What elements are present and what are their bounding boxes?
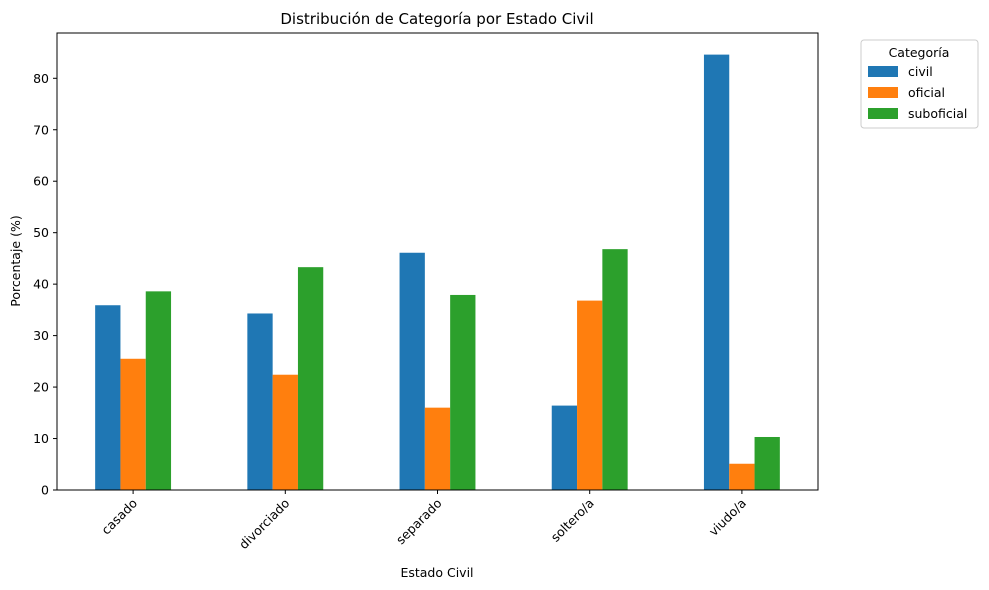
chart-title: Distribución de Categoría por Estado Civ… [280, 10, 593, 28]
legend-swatch-oficial [868, 87, 898, 98]
bar-civil-viudo-a [703, 54, 730, 491]
bar-oficial-casado [120, 358, 146, 490]
x-tick-label: soltero/a [548, 496, 597, 545]
legend-swatch-suboficial [868, 108, 898, 119]
x-tick-label: divorciado [236, 496, 293, 553]
x-axis: casado divorciado separado soltero/a viudo/a [98, 490, 749, 552]
y-tick-label: 40 [33, 277, 49, 292]
plot-area [56, 32, 819, 491]
bar-civil-casado [95, 305, 121, 490]
legend: Categoría civil oficial suboficial [860, 39, 979, 129]
legend-frame [860, 39, 979, 129]
legend-swatch-civil [868, 66, 898, 77]
legend-items: civil oficial suboficial [868, 64, 967, 121]
y-tick-label: 80 [33, 71, 49, 86]
y-tick-label: 10 [33, 431, 49, 446]
bar-civil-soltero-a [551, 405, 578, 490]
y-tick-label: 0 [41, 483, 49, 498]
bar-suboficial-separado [450, 294, 476, 490]
y-tick-label: 70 [33, 122, 49, 137]
bar-oficial-separado [424, 407, 451, 490]
y-tick-label: 50 [33, 225, 49, 240]
bar-suboficial-soltero-a [602, 249, 628, 490]
legend-label-oficial: oficial [908, 85, 945, 100]
bar-suboficial-divorciado [297, 267, 324, 490]
y-tick-label: 20 [33, 380, 49, 395]
x-axis-label: Estado Civil [400, 565, 473, 580]
bar-oficial-viudo-a [729, 463, 755, 490]
y-axis: 0 10 20 30 40 50 60 70 80 [33, 71, 57, 498]
y-axis-label: Porcentaje (%) [8, 215, 23, 306]
x-tick-label: separado [393, 496, 445, 548]
x-tick-label: casado [98, 496, 140, 538]
bar-civil-divorciado [247, 313, 273, 490]
legend-label-civil: civil [908, 64, 933, 79]
legend-title: Categoría [889, 45, 950, 60]
y-tick-label: 30 [33, 328, 49, 343]
x-tick-label: viudo/a [706, 496, 749, 539]
bar-oficial-divorciado [272, 374, 298, 490]
bar-civil-separado [399, 252, 425, 490]
bars-group [95, 54, 780, 491]
y-tick-label: 60 [33, 174, 49, 189]
bar-suboficial-casado [145, 291, 172, 490]
bar-oficial-soltero-a [577, 300, 603, 490]
bar-suboficial-viudo-a [754, 436, 780, 490]
legend-label-suboficial: suboficial [908, 106, 967, 121]
